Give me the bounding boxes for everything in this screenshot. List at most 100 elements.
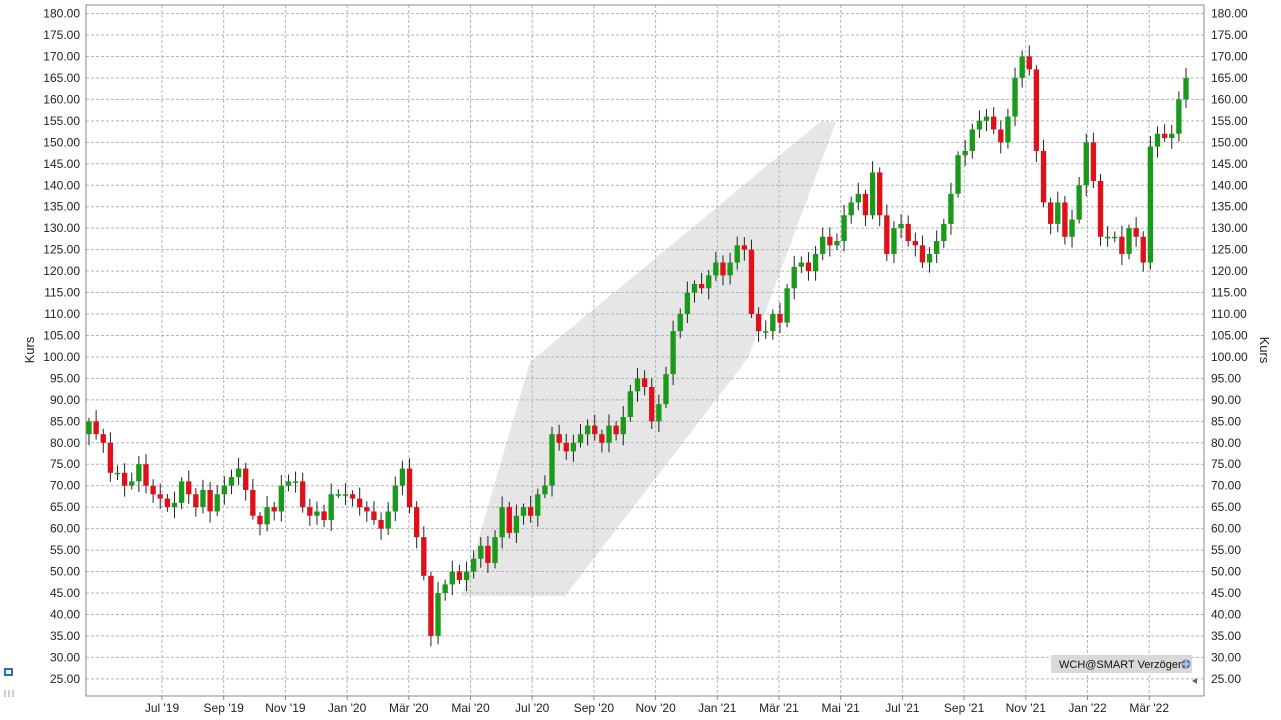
- candle-body-down: [998, 129, 1004, 143]
- candle: [264, 496, 270, 532]
- candle-body-up: [1055, 202, 1061, 224]
- y-tick-label-right: 110.00: [1211, 307, 1247, 321]
- candle: [470, 550, 477, 579]
- y-tick-label-left: 155.00: [43, 114, 80, 128]
- candle: [613, 421, 619, 441]
- candle-body-up: [114, 472, 121, 475]
- candle: [891, 221, 897, 263]
- candle-body-up: [969, 129, 975, 151]
- candle-body-down: [1097, 180, 1104, 237]
- x-tick-label: Sep '21: [944, 701, 985, 715]
- candle-body-up: [1154, 133, 1161, 147]
- y-tick-label-left: 85.00: [50, 414, 80, 428]
- candle: [513, 504, 520, 543]
- candle: [178, 477, 185, 510]
- y-tick-label-left: 70.00: [50, 479, 80, 493]
- resize-handle-icon[interactable]: [4, 690, 14, 697]
- y-tick-label-right: 35.00: [1211, 629, 1241, 643]
- y-tick-label-right: 165.00: [1211, 71, 1248, 85]
- candle-body-down: [1133, 228, 1139, 237]
- candle-body-down: [1040, 150, 1047, 203]
- candle-body-down: [93, 421, 99, 435]
- candle: [1069, 209, 1075, 248]
- candle-body-up: [812, 253, 819, 272]
- y-tick-label-right: 40.00: [1211, 607, 1241, 621]
- y-tick-label-left: 40.00: [50, 607, 80, 621]
- candle-body-down: [157, 494, 163, 499]
- candle-body-down: [250, 489, 256, 516]
- candle-body-up: [171, 502, 178, 508]
- candle-body-down: [884, 215, 890, 254]
- candle-body-up: [221, 485, 228, 495]
- scroll-right-icon[interactable]: [1192, 678, 1197, 684]
- candle: [1161, 124, 1168, 142]
- candle: [307, 498, 313, 526]
- candle: [228, 469, 235, 495]
- candle-body-up: [228, 477, 235, 486]
- chart-settings-icon[interactable]: [4, 668, 13, 676]
- candle-body-down: [357, 498, 363, 508]
- y-tick-label-right: 130.00: [1211, 221, 1248, 235]
- candle: [527, 496, 534, 523]
- candle: [649, 378, 655, 430]
- candle-body-up: [335, 494, 341, 496]
- candle-body-down: [364, 507, 370, 512]
- candle-body-up: [955, 155, 961, 194]
- candle: [485, 536, 491, 573]
- y-tick-label-left: 125.00: [43, 243, 80, 257]
- candle: [577, 424, 584, 448]
- candle-body-up: [1183, 77, 1189, 100]
- candle-body-down: [641, 378, 648, 387]
- candle-body-down: [720, 262, 726, 276]
- candle: [492, 530, 498, 569]
- candle-body-up: [656, 404, 662, 422]
- candle-body-up: [706, 275, 712, 289]
- y-tick-label-right: 120.00: [1211, 264, 1248, 278]
- y-tick-label-right: 60.00: [1211, 522, 1241, 536]
- candle-body-down: [905, 223, 911, 242]
- candle: [1097, 173, 1104, 246]
- candle: [214, 485, 220, 517]
- y-tick-label-right: 90.00: [1211, 393, 1241, 407]
- candle: [414, 501, 420, 549]
- y-axis-title-left: Kurs: [22, 336, 37, 363]
- y-tick-label-right: 95.00: [1211, 371, 1241, 385]
- candle: [1047, 197, 1054, 235]
- candle-body-down: [1161, 133, 1168, 139]
- y-tick-label-right: 50.00: [1211, 565, 1241, 579]
- candle: [150, 479, 156, 503]
- y-tick-label-right: 170.00: [1211, 50, 1248, 64]
- candle-body-up: [342, 494, 349, 496]
- plot-frame: [85, 4, 1205, 697]
- y-tick-label-right: 175.00: [1211, 28, 1248, 42]
- candle-body-up: [891, 228, 897, 254]
- candle-body-up: [941, 223, 947, 242]
- candle-body-up: [392, 485, 398, 512]
- candle: [634, 368, 641, 402]
- candle-body-down: [193, 494, 199, 508]
- candle-body-up: [869, 172, 876, 216]
- source-badge: WCH@SMART Verzögert: [1051, 655, 1192, 673]
- candle-body-down: [777, 314, 783, 323]
- candle: [777, 302, 783, 334]
- y-tick-label-left: 120.00: [43, 264, 80, 278]
- candle: [841, 204, 847, 252]
- candle-body-down: [755, 314, 762, 332]
- candle-body-down: [862, 193, 869, 216]
- candle: [748, 239, 755, 318]
- candle: [834, 233, 840, 251]
- candle-body-down: [748, 249, 755, 315]
- candle: [456, 564, 463, 584]
- candle: [798, 256, 805, 274]
- candle: [1154, 126, 1161, 158]
- candle: [200, 479, 206, 514]
- y-tick-label-left: 30.00: [50, 650, 80, 664]
- y-tick-label-left: 105.00: [43, 328, 80, 342]
- candle-body-up: [663, 374, 669, 405]
- x-tick-label: Mai '20: [451, 701, 490, 715]
- y-tick-label-left: 25.00: [50, 672, 80, 686]
- candle-body-down: [592, 425, 598, 435]
- candle: [820, 227, 826, 261]
- candle: [1062, 195, 1068, 245]
- candle: [121, 463, 128, 497]
